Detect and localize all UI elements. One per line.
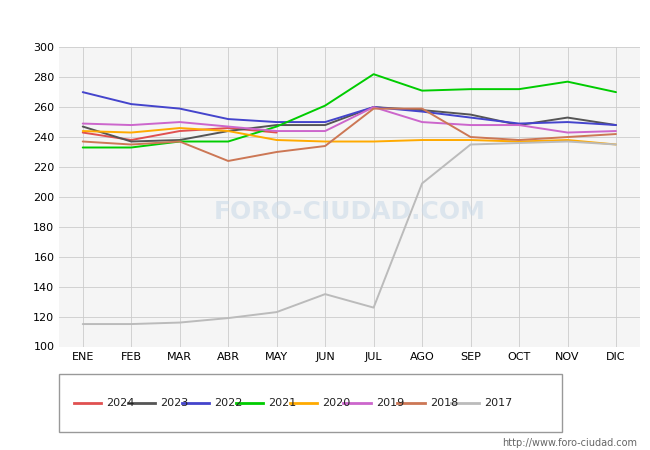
Text: Afiliados en Alcoba a 31/5/2024: Afiliados en Alcoba a 31/5/2024	[182, 11, 468, 29]
FancyBboxPatch shape	[58, 374, 562, 432]
Text: 2022: 2022	[214, 398, 242, 408]
Text: 2019: 2019	[376, 398, 404, 408]
Text: FORO-CIUDAD.COM: FORO-CIUDAD.COM	[213, 200, 486, 224]
Text: 2020: 2020	[322, 398, 350, 408]
Text: 2023: 2023	[161, 398, 188, 408]
Text: http://www.foro-ciudad.com: http://www.foro-ciudad.com	[502, 438, 637, 448]
Text: 2017: 2017	[484, 398, 512, 408]
Text: 2021: 2021	[268, 398, 296, 408]
Text: 2018: 2018	[430, 398, 458, 408]
Text: 2024: 2024	[107, 398, 135, 408]
